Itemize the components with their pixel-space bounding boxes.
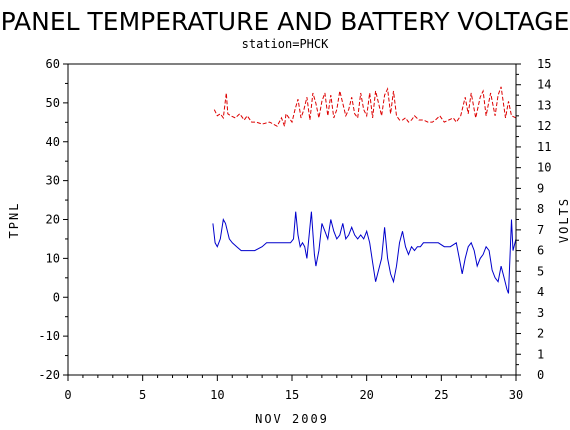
x-tick-label: 15: [285, 388, 299, 402]
y2-tick-label: 13: [537, 98, 551, 112]
y2-tick-label: 12: [537, 119, 551, 133]
x-tick-label: 5: [139, 388, 146, 402]
y-tick-label: 40: [46, 135, 60, 149]
tpnl-series-line: [212, 211, 517, 294]
y2-tick-label: 4: [537, 285, 544, 299]
chart-title: PANEL TEMPERATURE AND BATTERY VOLTAGE: [1, 7, 570, 36]
y2-tick-label: 9: [537, 181, 544, 195]
y-tick-label: -20: [38, 368, 60, 382]
x-tick-label: 10: [210, 388, 224, 402]
y-tick-label: 0: [53, 290, 60, 304]
y-tick-label: 10: [46, 251, 60, 265]
x-tick-label: 0: [64, 388, 71, 402]
series-layer: [212, 86, 517, 294]
y2-tick-label: 1: [537, 347, 544, 361]
y2-tick-label: 6: [537, 244, 544, 258]
y-tick-label: 60: [46, 57, 60, 71]
y-axis-label: TPNL: [7, 202, 21, 239]
x-tick-label: 25: [434, 388, 448, 402]
y-tick-label: 20: [46, 213, 60, 227]
x-axis-label: NOV 2009: [255, 412, 329, 426]
y-tick-label: 30: [46, 174, 60, 188]
y2-tick-label: 11: [537, 140, 551, 154]
y-tick-label: 50: [46, 96, 60, 110]
y2-tick-label: 3: [537, 306, 544, 320]
y2-tick-label: 2: [537, 327, 544, 341]
plot-frame: [67, 63, 517, 376]
x-tick-label: 30: [509, 388, 523, 402]
x-axis-ticks: 0 5 10 15 20 25 30: [64, 375, 523, 402]
left-axis-ticks: -20 -10 0 10 20 30 40 50 60: [38, 57, 68, 382]
y2-tick-label: 7: [537, 223, 544, 237]
x-tick-label: 20: [359, 388, 373, 402]
y-tick-label: -10: [38, 329, 60, 343]
y2-tick-label: 8: [537, 202, 544, 216]
y2-axis-label: VOLTS: [557, 197, 570, 243]
y2-tick-label: 10: [537, 161, 551, 175]
y2-tick-label: 14: [537, 78, 551, 92]
y2-tick-label: 15: [537, 57, 551, 71]
chart-subtitle: station=PHCK: [242, 37, 329, 51]
volts-series-line: [213, 86, 517, 127]
y2-tick-label: 0: [537, 368, 544, 382]
y2-tick-label: 5: [537, 264, 544, 278]
